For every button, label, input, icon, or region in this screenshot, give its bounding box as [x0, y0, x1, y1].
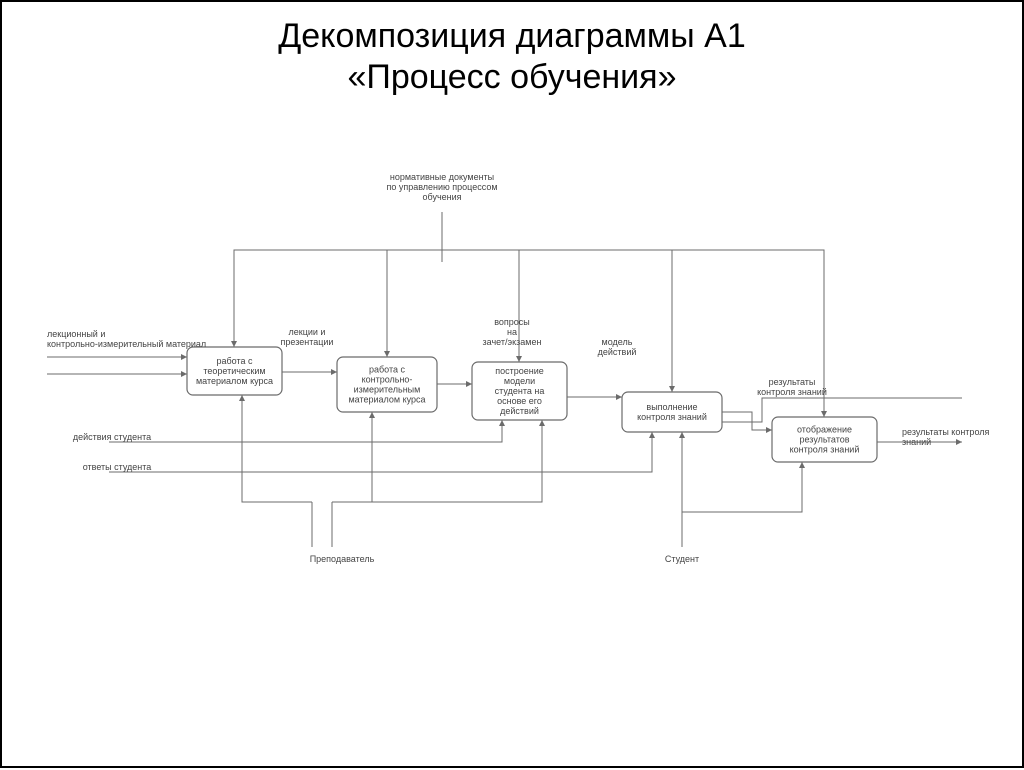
flow-label-in_bot: ответы студента: [83, 462, 152, 472]
flow-label-arrow_model: действий: [598, 347, 637, 357]
activity-label: выполнение: [646, 402, 697, 412]
activity-label: построение: [495, 366, 544, 376]
flow-arrow: [242, 395, 312, 502]
page: Декомпозиция диаграммы А1 «Процесс обуче…: [0, 0, 1024, 768]
activity-label: материалом курса: [196, 376, 273, 386]
flow-label-arrow_model: модель: [602, 337, 633, 347]
nodes-layer: работа стеоретическимматериалом курсараб…: [187, 347, 877, 462]
activity-label: измерительным: [354, 385, 421, 395]
flow-arrow: [682, 462, 802, 512]
activity-label: материалом курса: [348, 395, 425, 405]
flow-arrow: [332, 412, 372, 502]
activity-label: теоретическим: [203, 366, 265, 376]
flow-label-in_mid: действия студента: [73, 432, 151, 442]
flow-label-arrow_q: на: [507, 327, 517, 337]
flow-label-arrow_q: зачет/экзамен: [483, 337, 542, 347]
flow-label-out_right: знаний: [902, 437, 931, 447]
activity-label: действий: [500, 406, 539, 416]
activity-label: основе его: [497, 396, 542, 406]
flow-label-in_top: контрольно-измерительный материал: [47, 339, 206, 349]
flow-arrow: [234, 250, 442, 347]
flow-label-top_control: по управлению процессом: [386, 182, 497, 192]
activity-label: контроля знаний: [637, 412, 707, 422]
activity-label: контрольно-: [362, 375, 413, 385]
activity-label: студента на: [495, 386, 545, 396]
activity-label: отображение: [797, 425, 852, 435]
flow-label-arrow_res1: результаты: [769, 377, 816, 387]
activity-label: работа с: [217, 356, 254, 366]
flow-label-mech_student: Студент: [665, 554, 699, 564]
flow-label-arrow_lec: лекции и: [289, 327, 326, 337]
flow-label-mech_teacher: Преподаватель: [310, 554, 375, 564]
activity-label: контроля знаний: [790, 445, 860, 455]
activity-label: результатов: [799, 435, 849, 445]
idef0-diagram: работа стеоретическимматериалом курсараб…: [2, 2, 1024, 770]
activity-label: работа с: [369, 365, 406, 375]
flow-arrow: [332, 420, 542, 502]
flow-arrow: [109, 432, 652, 472]
flow-label-arrow_lec: презентации: [281, 337, 334, 347]
flow-label-arrow_res1: контроля знаний: [757, 387, 827, 397]
flow-label-top_control: нормативные документы: [390, 172, 494, 182]
flow-arrow: [722, 412, 772, 430]
flow-label-top_control: обучения: [422, 192, 461, 202]
flow-arrow: [109, 420, 502, 442]
flow-label-arrow_q: вопросы: [494, 317, 530, 327]
flow-label-in_top: лекционный и: [47, 329, 105, 339]
flow-label-out_right: результаты контроля: [902, 427, 989, 437]
activity-label: модели: [504, 376, 535, 386]
flow-arrow: [387, 250, 442, 357]
